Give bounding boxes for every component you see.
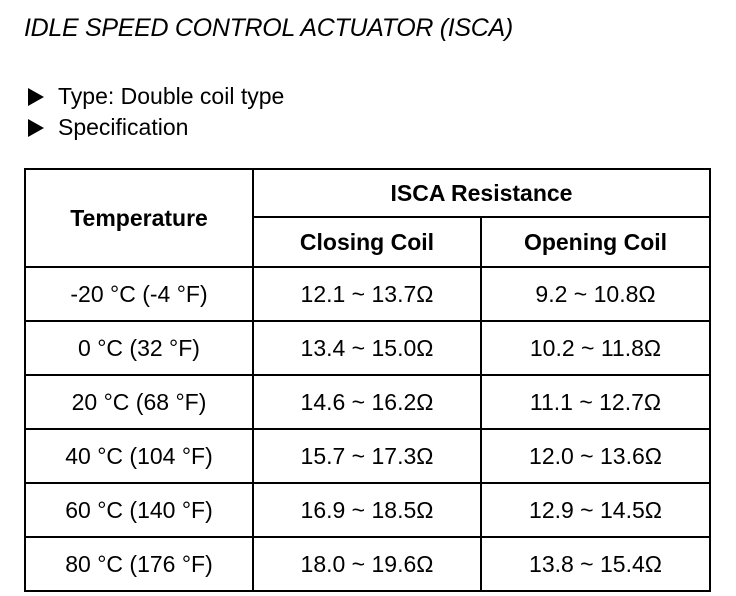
column-header: Temperature — [24, 168, 254, 268]
table-cell: 14.6 ~ 16.2Ω — [252, 374, 482, 430]
column-header: Opening Coil — [480, 216, 711, 268]
group-header: ISCA Resistance — [252, 168, 711, 218]
table-row: 20 °C (68 °F) 14.6 ~ 16.2Ω 11.1 ~ 12.7Ω — [24, 374, 711, 430]
table-cell: 0 °C (32 °F) — [24, 320, 254, 376]
bullet-icon — [28, 118, 44, 137]
title: IDLE SPEED CONTROL ACTUATOR (ISCA) — [24, 14, 513, 42]
table-cell: 12.1 ~ 13.7Ω — [252, 266, 482, 322]
table-body: -20 °C (-4 °F) 12.1 ~ 13.7Ω 9.2 ~ 10.8Ω 0 °… — [24, 266, 711, 592]
spec-table: Temperature ISCA Resistance Closing Coil… — [24, 168, 711, 592]
table-cell: 40 °C (104 °F) — [24, 428, 254, 484]
table-row: 80 °C (176 °F) 18.0 ~ 19.6Ω 13.8 ~ 15.4Ω — [24, 536, 711, 592]
bullet-icon — [28, 87, 44, 106]
table-row: 0 °C (32 °F) 13.4 ~ 15.0Ω 10.2 ~ 11.8Ω — [24, 320, 711, 376]
table-row: 60 °C (140 °F) 16.9 ~ 18.5Ω 12.9 ~ 14.5Ω — [24, 482, 711, 538]
table-cell: 20 °C (68 °F) — [24, 374, 254, 430]
table-cell: 11.1 ~ 12.7Ω — [480, 374, 711, 430]
bullet-text: Type: Double coil type — [58, 83, 285, 109]
table-cell: -20 °C (-4 °F) — [24, 266, 254, 322]
table-cell: 10.2 ~ 11.8Ω — [480, 320, 711, 376]
table-cell: 12.0 ~ 13.6Ω — [480, 428, 711, 484]
table-cell: 80 °C (176 °F) — [24, 536, 254, 592]
table-cell: 60 °C (140 °F) — [24, 482, 254, 538]
column-header: Closing Coil — [252, 216, 482, 268]
bullet-text: Specification — [58, 114, 189, 140]
table-row: 40 °C (104 °F) 15.7 ~ 17.3Ω 12.0 ~ 13.6Ω — [24, 428, 711, 484]
table-cell: 18.0 ~ 19.6Ω — [252, 536, 482, 592]
bullet: Type: Double coil type — [28, 83, 284, 110]
table-cell: 13.8 ~ 15.4Ω — [480, 536, 711, 592]
table-cell: 9.2 ~ 10.8Ω — [480, 266, 711, 322]
table-cell: 12.9 ~ 14.5Ω — [480, 482, 711, 538]
table-row: -20 °C (-4 °F) 12.1 ~ 13.7Ω 9.2 ~ 10.8Ω — [24, 266, 711, 322]
table-cell: 16.9 ~ 18.5Ω — [252, 482, 482, 538]
bullet: Specification — [28, 114, 188, 141]
table-cell: 13.4 ~ 15.0Ω — [252, 320, 482, 376]
table-cell: 15.7 ~ 17.3Ω — [252, 428, 482, 484]
